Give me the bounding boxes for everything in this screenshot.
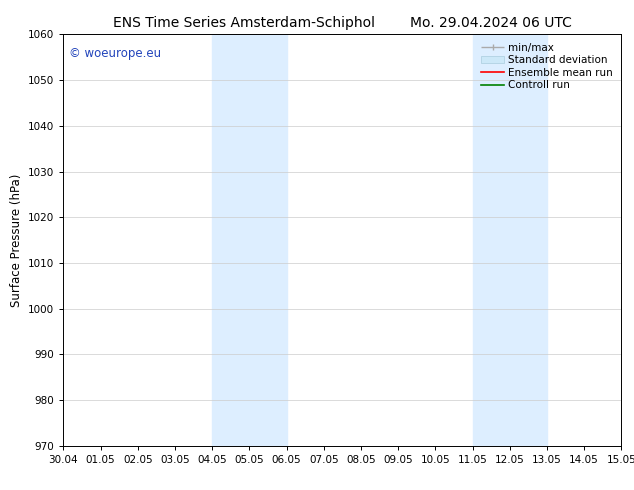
Y-axis label: Surface Pressure (hPa): Surface Pressure (hPa) (10, 173, 23, 307)
Bar (212, 34, 287, 446)
Legend: min/max, Standard deviation, Ensemble mean run, Controll run: min/max, Standard deviation, Ensemble me… (478, 40, 616, 94)
Bar (472, 34, 547, 446)
Text: © woeurope.eu: © woeurope.eu (69, 47, 161, 60)
Title: ENS Time Series Amsterdam-Schiphol        Mo. 29.04.2024 06 UTC: ENS Time Series Amsterdam-Schiphol Mo. 2… (113, 16, 572, 30)
